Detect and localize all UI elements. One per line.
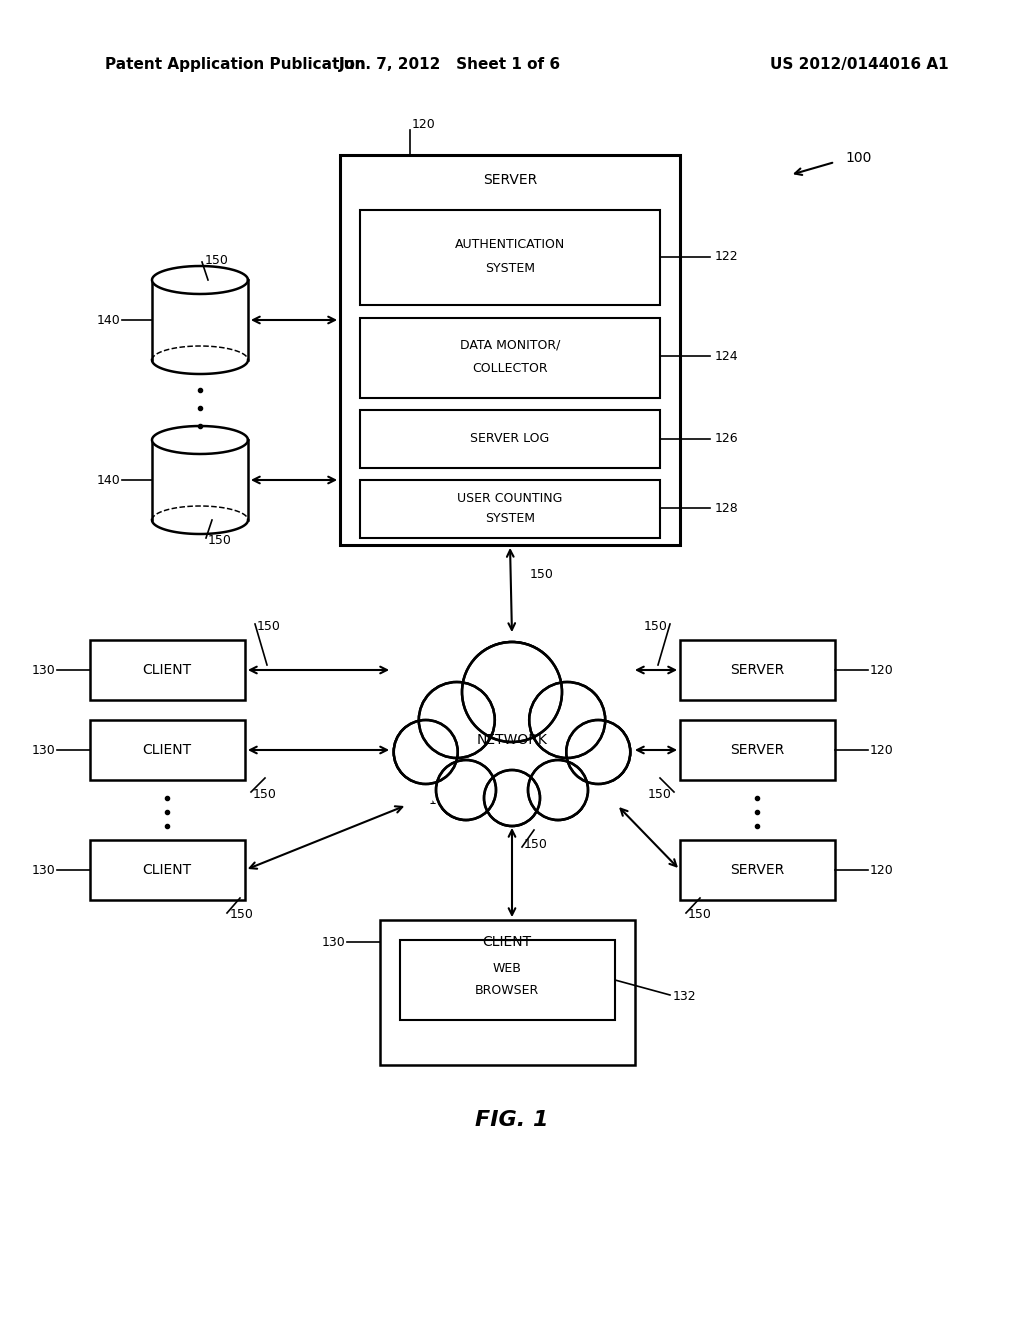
Text: CLIENT: CLIENT — [482, 935, 531, 949]
Circle shape — [394, 721, 457, 783]
Text: WEB: WEB — [493, 961, 521, 974]
Text: Jun. 7, 2012   Sheet 1 of 6: Jun. 7, 2012 Sheet 1 of 6 — [339, 58, 561, 73]
Circle shape — [419, 682, 495, 758]
Polygon shape — [152, 426, 248, 454]
Text: 150: 150 — [257, 619, 281, 632]
Text: 150: 150 — [205, 253, 229, 267]
Text: 150: 150 — [230, 908, 254, 921]
Text: SERVER LOG: SERVER LOG — [470, 433, 550, 446]
Bar — [680, 719, 835, 780]
Text: 128: 128 — [715, 502, 738, 515]
Text: 150: 150 — [688, 908, 712, 921]
Text: 126: 126 — [715, 433, 738, 446]
Text: 120: 120 — [870, 743, 894, 756]
Text: SERVER: SERVER — [730, 863, 784, 876]
Circle shape — [436, 760, 496, 820]
Text: SERVER: SERVER — [730, 743, 784, 756]
Text: 100: 100 — [845, 150, 871, 165]
Circle shape — [528, 760, 588, 820]
Polygon shape — [394, 642, 630, 826]
Bar — [680, 840, 835, 900]
Text: SERVER: SERVER — [483, 173, 538, 187]
Polygon shape — [152, 267, 248, 294]
Text: 130: 130 — [322, 936, 345, 949]
Text: 130: 130 — [32, 743, 55, 756]
Bar — [340, 154, 680, 545]
Bar — [380, 920, 635, 1065]
Text: 120: 120 — [412, 119, 436, 132]
Bar — [360, 318, 660, 399]
Circle shape — [484, 770, 540, 826]
Circle shape — [567, 721, 630, 783]
Circle shape — [420, 682, 494, 758]
Bar — [90, 719, 245, 780]
Circle shape — [528, 760, 588, 820]
Text: US 2012/0144016 A1: US 2012/0144016 A1 — [770, 58, 948, 73]
Bar — [152, 440, 248, 520]
Circle shape — [529, 682, 605, 758]
Text: 124: 124 — [715, 350, 738, 363]
Text: 130: 130 — [32, 664, 55, 676]
Text: USER COUNTING: USER COUNTING — [458, 491, 562, 504]
Text: DATA MONITOR/: DATA MONITOR/ — [460, 338, 560, 351]
Text: 140: 140 — [96, 474, 120, 487]
Bar — [152, 280, 248, 360]
Text: NETWORK: NETWORK — [476, 733, 548, 747]
Text: CLIENT: CLIENT — [142, 863, 191, 876]
Circle shape — [436, 760, 496, 820]
Bar — [360, 411, 660, 469]
Text: 150: 150 — [253, 788, 276, 800]
Text: BROWSER: BROWSER — [475, 983, 539, 997]
Text: 150: 150 — [644, 619, 668, 632]
Text: 120: 120 — [870, 664, 894, 676]
Text: 150: 150 — [530, 569, 554, 582]
Text: 110: 110 — [428, 793, 452, 807]
Bar — [680, 640, 835, 700]
Text: SERVER: SERVER — [730, 663, 784, 677]
Text: CLIENT: CLIENT — [142, 743, 191, 756]
Text: COLLECTOR: COLLECTOR — [472, 362, 548, 375]
Circle shape — [530, 682, 604, 758]
Circle shape — [462, 642, 562, 742]
Text: SYSTEM: SYSTEM — [485, 511, 535, 524]
Text: 150: 150 — [208, 533, 231, 546]
Circle shape — [394, 719, 458, 784]
Text: AUTHENTICATION: AUTHENTICATION — [455, 239, 565, 252]
Text: Patent Application Publication: Patent Application Publication — [105, 58, 366, 73]
Bar — [360, 480, 660, 539]
Bar — [400, 940, 615, 1020]
Text: 120: 120 — [870, 863, 894, 876]
Text: 150: 150 — [648, 788, 672, 800]
Text: 130: 130 — [32, 863, 55, 876]
Text: 122: 122 — [715, 251, 738, 264]
Text: SYSTEM: SYSTEM — [485, 261, 535, 275]
Circle shape — [484, 771, 540, 825]
Text: 150: 150 — [524, 838, 548, 851]
Text: 140: 140 — [96, 314, 120, 326]
Circle shape — [463, 643, 561, 741]
Bar — [90, 640, 245, 700]
Text: CLIENT: CLIENT — [142, 663, 191, 677]
Circle shape — [566, 719, 630, 784]
Bar — [360, 210, 660, 305]
Text: 132: 132 — [673, 990, 696, 1002]
Bar — [90, 840, 245, 900]
Text: FIG. 1: FIG. 1 — [475, 1110, 549, 1130]
